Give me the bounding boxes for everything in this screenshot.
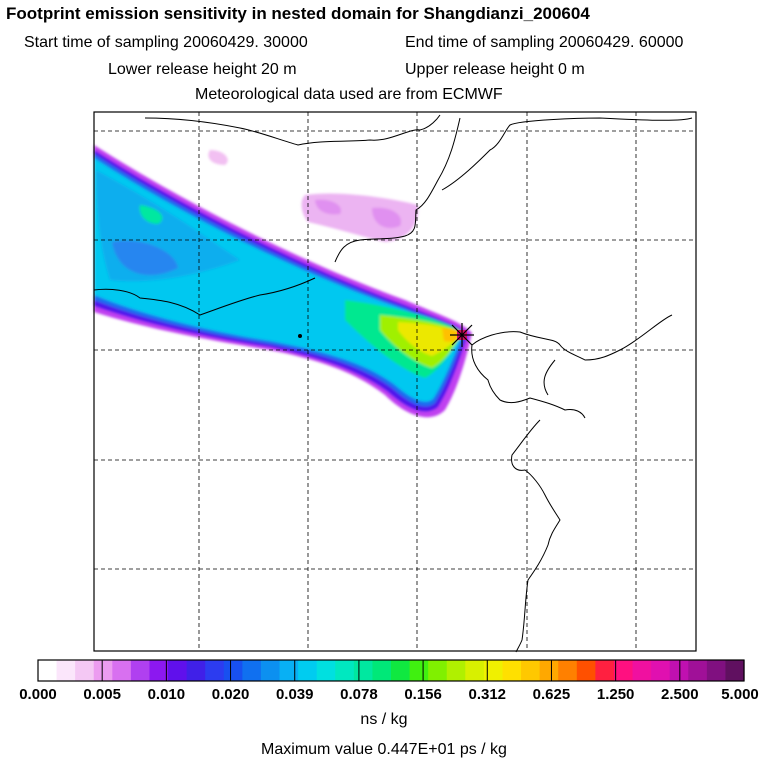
maximum-value-label: Maximum value 0.447E+01 ps / kg bbox=[261, 741, 507, 758]
colorbar-cell bbox=[409, 660, 429, 681]
colorbar-cell bbox=[130, 660, 151, 681]
colorbar-cell bbox=[93, 660, 113, 681]
colorbar-cell bbox=[335, 660, 355, 681]
colorbar-cell bbox=[242, 660, 262, 681]
colorbar-tick-label: 1.250 bbox=[597, 686, 635, 703]
colorbar-tick-label: 0.005 bbox=[83, 686, 121, 703]
colorbar-cell bbox=[613, 660, 634, 681]
colorbar-cell bbox=[725, 660, 745, 681]
colorbar-tick-label: 0.000 bbox=[19, 686, 57, 703]
upper-release-height-label: Upper release height 0 m bbox=[405, 61, 585, 78]
end-time-label: End time of sampling 20060429. 60000 bbox=[405, 34, 684, 51]
colorbar-tick-label: 0.078 bbox=[340, 686, 378, 703]
plot-title: Footprint emission sensitivity in nested… bbox=[6, 4, 590, 23]
colorbar-cell bbox=[38, 660, 58, 681]
colorbar-cell bbox=[651, 660, 671, 681]
colorbar-cell bbox=[353, 660, 374, 681]
colorbar-cell bbox=[521, 660, 541, 681]
colorbar-cell bbox=[669, 660, 689, 681]
colorbar-tick-label: 0.039 bbox=[276, 686, 314, 703]
colorbar-unit-label: ns / kg bbox=[360, 711, 408, 728]
colorbar-cell bbox=[112, 660, 132, 681]
colorbar-cell bbox=[279, 660, 299, 681]
colorbar-cell bbox=[260, 660, 281, 681]
start-time-label: Start time of sampling 20060429. 30000 bbox=[24, 34, 308, 51]
island-dot bbox=[298, 334, 302, 338]
colorbar-cell bbox=[595, 660, 615, 681]
colorbar-cell bbox=[576, 660, 596, 681]
lower-release-height-label: Lower release height 20 m bbox=[108, 61, 297, 78]
colorbar-cell bbox=[706, 660, 727, 681]
colorbar-cell bbox=[558, 660, 578, 681]
grid-lines bbox=[94, 112, 696, 651]
colorbar-cell bbox=[298, 660, 318, 681]
colorbar-ticks bbox=[37, 660, 745, 681]
colorbar-cell bbox=[632, 660, 652, 681]
colorbar-cell bbox=[428, 660, 448, 681]
colorbar-cell bbox=[688, 660, 708, 681]
meteorological-data-label: Meteorological data used are from ECMWF bbox=[195, 86, 503, 103]
colorbar-tick-label: 0.020 bbox=[212, 686, 250, 703]
map-frame bbox=[93, 111, 697, 652]
colorbar-cell bbox=[446, 660, 466, 681]
colorbar-cell bbox=[391, 660, 411, 681]
colorbar-cell bbox=[502, 660, 522, 681]
colorbar-cell bbox=[168, 660, 188, 681]
colorbar-cell bbox=[205, 660, 225, 681]
colorbar-cell bbox=[223, 660, 243, 681]
colorbar-tick-label: 5.000 bbox=[721, 686, 759, 703]
colorbar-cells bbox=[38, 660, 745, 681]
coastlines bbox=[93, 114, 693, 653]
colorbar-labels: 0.000 0.005 0.010 0.020 0.039 0.078 0.156 0.312… bbox=[19, 686, 759, 703]
colorbar-tick-label: 0.010 bbox=[148, 686, 186, 703]
colorbar-cell bbox=[75, 660, 95, 681]
colorbar-cell bbox=[149, 660, 169, 681]
colorbar-tick-label: 0.312 bbox=[468, 686, 506, 703]
colorbar-cell bbox=[372, 660, 392, 681]
colorbar-tick-label: 2.500 bbox=[661, 686, 699, 703]
colorbar-cell bbox=[56, 660, 76, 681]
colorbar-cell bbox=[316, 660, 336, 681]
colorbar-cell bbox=[483, 660, 504, 681]
colorbar-tick-label: 0.156 bbox=[404, 686, 442, 703]
colorbar-cell bbox=[465, 660, 485, 681]
colorbar-cell bbox=[186, 660, 206, 681]
colorbar-cell bbox=[539, 660, 559, 681]
receptor-star-icon bbox=[450, 323, 474, 347]
colorbar-tick-label: 0.625 bbox=[533, 686, 571, 703]
